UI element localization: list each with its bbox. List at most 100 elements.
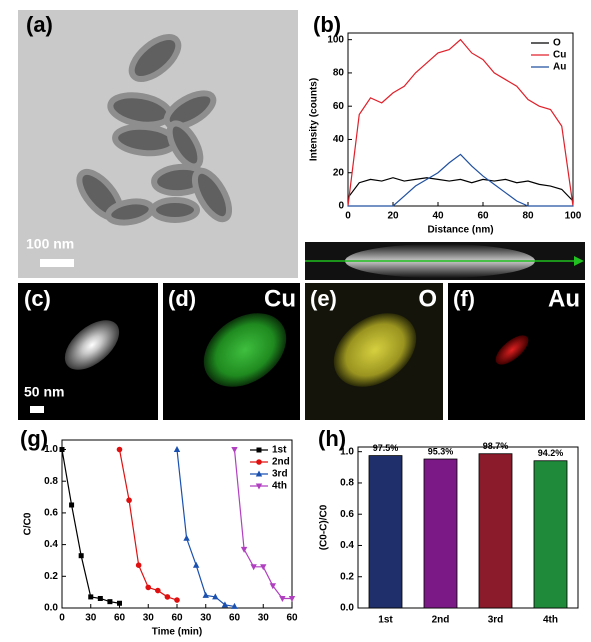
legend-label: 3rd: [272, 469, 288, 480]
series-line: [118, 449, 178, 601]
plot-frame: [357, 446, 579, 609]
bar: [423, 458, 458, 609]
marker: [192, 561, 200, 568]
y-tick-label: 0.2: [340, 571, 354, 582]
y-tick-label: 80: [333, 68, 345, 79]
marker: [135, 562, 142, 569]
x-tick-label: 30: [85, 613, 97, 624]
x-axis-label: Distance (nm): [427, 225, 493, 236]
line-scan-image: [305, 242, 585, 280]
value-label: 94.2%: [538, 448, 564, 458]
marker: [97, 595, 103, 601]
y-tick-label: 0.0: [44, 603, 58, 614]
marker: [279, 595, 286, 602]
panel-label: (g): [20, 426, 48, 451]
legend-label: O: [553, 38, 561, 49]
x-tick-label: 30: [258, 613, 270, 624]
plot-frame: [347, 32, 574, 207]
legend-marker: [255, 470, 263, 477]
au-map: (f) Au: [448, 283, 585, 420]
marker: [288, 595, 296, 602]
legend-label: 1st: [272, 445, 287, 456]
marker: [240, 546, 248, 553]
marker: [126, 497, 132, 504]
panel-label: (a): [26, 12, 53, 37]
marker: [231, 602, 238, 609]
haadf-image: (c) 50 nm: [18, 283, 158, 420]
marker: [78, 553, 84, 559]
x-tick-label: 60: [477, 211, 489, 222]
series-line: [347, 177, 574, 202]
x-tick-label: 40: [432, 211, 444, 222]
legend-marker: [256, 459, 262, 465]
marker: [202, 591, 209, 598]
y-tick-label: 1.0: [44, 444, 58, 455]
o-map: (e) O: [305, 283, 443, 420]
panel-label: (d): [168, 286, 196, 311]
marker: [117, 600, 122, 606]
marker: [116, 446, 123, 453]
x-tick-label: 60: [286, 613, 298, 624]
x-tick-label: 60: [114, 613, 126, 624]
y-tick-label: 40: [333, 134, 345, 145]
marker: [59, 447, 65, 453]
y-axis-label: Intensity (counts): [309, 78, 320, 161]
x-tick-label: 0: [59, 613, 65, 624]
series-line: [176, 449, 235, 608]
bar: [478, 453, 513, 609]
tem-image: (a) 100 nm: [18, 10, 298, 278]
y-tick-label: 0.4: [44, 539, 58, 550]
panel-label: (b): [313, 12, 341, 37]
x-tick-label: 20: [387, 211, 399, 222]
x-tick-label: 80: [522, 211, 534, 222]
marker: [250, 564, 257, 571]
scale-bar-label: 100 nm: [26, 236, 74, 252]
panel-label: (h): [318, 426, 346, 451]
y-tick-label: 60: [333, 101, 345, 112]
marker: [221, 601, 229, 608]
x-tick-label: 3rd: [488, 615, 504, 626]
x-tick-label: 1st: [378, 615, 393, 626]
x-tick-label: 4th: [543, 615, 558, 626]
x-tick-label: 2nd: [432, 615, 450, 626]
panel-label: (f): [453, 286, 475, 311]
y-tick-label: 0.0: [340, 603, 354, 614]
marker: [212, 593, 219, 600]
scale-bar-label: 50 nm: [24, 384, 64, 400]
marker: [69, 502, 75, 508]
marker: [173, 446, 181, 453]
marker: [155, 587, 161, 594]
x-axis-label: Time (min): [152, 627, 202, 638]
value-label: 97.5%: [373, 443, 399, 453]
marker: [231, 447, 238, 454]
series-line: [61, 449, 120, 604]
marker: [164, 594, 171, 600]
value-label: 98.7%: [483, 441, 509, 451]
bar: [533, 460, 568, 609]
x-tick-label: 0: [345, 211, 351, 222]
y-tick-label: 0.8: [340, 478, 354, 489]
marker: [107, 599, 113, 605]
legend-label: 2nd: [272, 457, 290, 468]
x-tick-label: 30: [200, 613, 212, 624]
marker: [260, 564, 267, 571]
legend-label: Au: [553, 62, 566, 73]
cu-map: (d) Cu: [163, 283, 300, 420]
element-label: O: [418, 285, 437, 312]
value-label: 95.3%: [428, 446, 454, 456]
panel-label: (c): [24, 286, 51, 311]
y-tick-label: 0.4: [340, 540, 354, 551]
y-tick-label: 0.2: [44, 571, 58, 582]
element-label: Au: [548, 285, 580, 312]
y-tick-label: 1.0: [340, 446, 354, 457]
marker: [183, 534, 190, 541]
x-tick-label: 60: [171, 613, 183, 624]
x-tick-label: 60: [229, 613, 241, 624]
element-label: Cu: [264, 285, 296, 312]
plot-frame: [61, 439, 293, 609]
legend-label: 4th: [272, 481, 287, 492]
legend-label: Cu: [553, 50, 566, 61]
y-axis-label: C/C0: [23, 512, 34, 535]
marker: [269, 583, 277, 590]
